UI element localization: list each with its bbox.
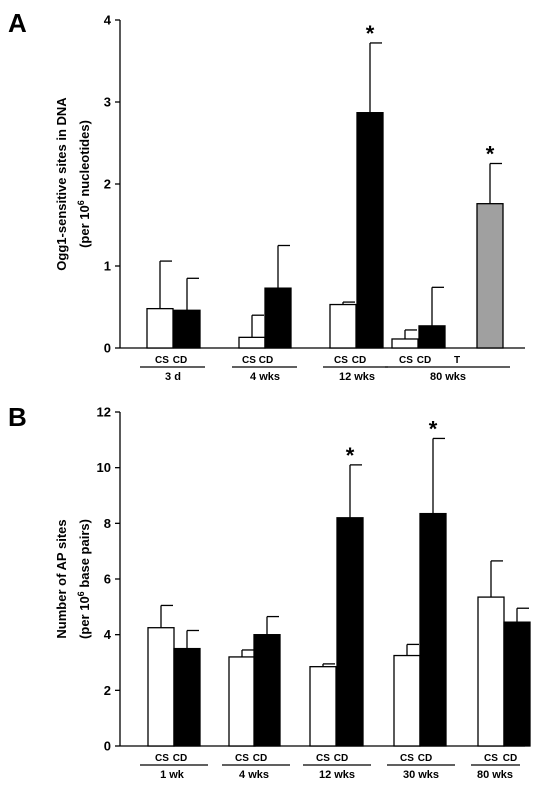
- bar-group: * CS CD 12 wks: [303, 443, 371, 781]
- y-tick-label: 0: [104, 341, 111, 356]
- condition-label: CD: [334, 753, 348, 764]
- condition-label: CD: [173, 753, 187, 764]
- bar-group: * CS CD 30 wks: [387, 416, 455, 781]
- y-axis-label-post: base pairs): [77, 519, 92, 591]
- y-tick-label: 8: [104, 516, 111, 531]
- panel-A: A 0 1 2 3 4 Ogg1-sensitive sites in DNA (per 10…: [8, 8, 525, 383]
- bar-group: * CS CD T 80 wks: [385, 142, 510, 383]
- bar: [477, 596, 505, 747]
- bar: [264, 287, 292, 349]
- condition-label: CD: [352, 355, 366, 366]
- condition-label: CS: [155, 355, 169, 366]
- significance-star: *: [366, 21, 375, 46]
- condition-label: CD: [417, 355, 431, 366]
- bar: [253, 634, 281, 747]
- condition-label: CS: [399, 355, 413, 366]
- y-tick-label: 1: [104, 259, 111, 274]
- y-axis-label-post: nucleotides): [77, 120, 92, 200]
- bar: [393, 654, 421, 747]
- bar-group: CS CD 4 wks: [222, 615, 290, 781]
- group-label: 3 d: [165, 371, 181, 383]
- condition-label: CS: [235, 753, 249, 764]
- y-tick-label: 3: [104, 95, 111, 110]
- y-tick-label: 2: [104, 177, 111, 192]
- bar: [238, 336, 266, 349]
- condition-label: CS: [316, 753, 330, 764]
- y-axis-label-pre: (per 10: [77, 596, 92, 639]
- significance-star: *: [346, 443, 355, 468]
- bar: [419, 512, 447, 747]
- bar: [147, 627, 175, 747]
- y-axis-label-line1: Ogg1-sensitive sites in DNA: [54, 97, 69, 271]
- bar: [228, 656, 256, 747]
- condition-label: CS: [242, 355, 256, 366]
- bar: [476, 203, 504, 349]
- condition-label: CD: [418, 753, 432, 764]
- condition-label: CS: [155, 753, 169, 764]
- bar: [309, 666, 337, 747]
- group-label: 80 wks: [477, 769, 513, 781]
- y-tick-label: 12: [97, 405, 111, 420]
- condition-label: CD: [173, 355, 187, 366]
- group-label: 1 wk: [160, 769, 185, 781]
- group-label: 4 wks: [250, 371, 280, 383]
- condition-label: CD: [503, 753, 517, 764]
- significance-star: *: [429, 416, 438, 441]
- y-tick-label: 6: [104, 572, 111, 587]
- condition-label: T: [454, 355, 460, 366]
- y-axis-label-line2: (per 106 base pairs): [76, 519, 92, 639]
- bar-group: CS CD 4 wks: [232, 244, 297, 383]
- bar-group: * CS CD 12 wks: [323, 21, 388, 383]
- bar-group: CS CD 1 wk: [140, 604, 208, 781]
- y-axis-label-pre: (per 10: [77, 205, 92, 248]
- group-label: 12 wks: [319, 769, 355, 781]
- y-axis-label-sup: 6: [76, 200, 86, 205]
- y-tick-label: 0: [104, 739, 111, 754]
- bar: [391, 338, 419, 349]
- y-axis-label-line2: (per 106 nucleotides): [76, 120, 92, 248]
- condition-label: CS: [484, 753, 498, 764]
- y-tick-label: 10: [97, 460, 111, 475]
- y-axis-label-sup: 6: [76, 591, 86, 596]
- condition-label: CD: [253, 753, 267, 764]
- bar: [336, 517, 364, 747]
- condition-label: CS: [334, 355, 348, 366]
- group-label: 80 wks: [430, 371, 466, 383]
- bar-group: CS CD 80 wks: [471, 560, 531, 781]
- significance-star: *: [486, 142, 495, 167]
- bar: [146, 307, 174, 349]
- y-axis-label: Ogg1-sensitive sites in DNA (per 106 nucl…: [54, 97, 92, 271]
- bar: [173, 647, 201, 747]
- bar: [418, 325, 446, 349]
- bar: [173, 309, 201, 349]
- y-axis-label-line1: Number of AP sites: [54, 519, 69, 638]
- y-tick-label: 4: [104, 627, 112, 642]
- group-label: 30 wks: [403, 769, 439, 781]
- group-label: 4 wks: [239, 769, 269, 781]
- condition-label: CD: [259, 355, 273, 366]
- bar-group: CS CD 3 d: [140, 260, 205, 383]
- panel-letter: B: [8, 402, 27, 432]
- panel-letter: A: [8, 8, 27, 38]
- bar: [503, 621, 531, 747]
- group-label: 12 wks: [339, 371, 375, 383]
- y-tick-label: 2: [104, 683, 111, 698]
- bar: [356, 112, 384, 349]
- condition-label: CS: [400, 753, 414, 764]
- y-tick-label: 4: [104, 13, 112, 28]
- bar: [329, 303, 357, 349]
- y-axis-label: Number of AP sites (per 106 base pairs): [54, 519, 92, 639]
